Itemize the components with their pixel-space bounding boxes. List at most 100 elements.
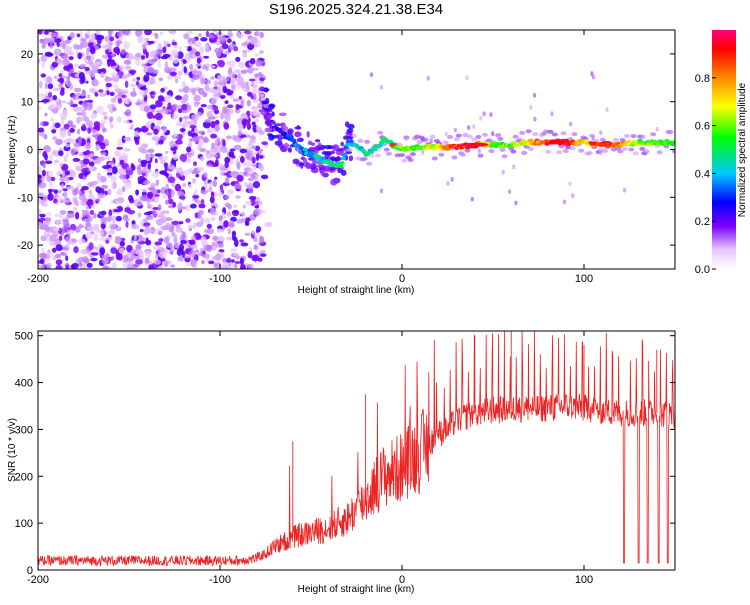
noise-blob bbox=[97, 134, 104, 143]
noise-blob bbox=[188, 142, 193, 148]
noise-blob bbox=[145, 250, 152, 258]
noise-blob bbox=[222, 106, 229, 115]
trace-halo-blob bbox=[346, 128, 354, 133]
noise-blob bbox=[41, 60, 46, 69]
noise-blob bbox=[196, 145, 202, 150]
noise-blob bbox=[83, 116, 90, 122]
noise-blob bbox=[253, 107, 258, 116]
noise-blob bbox=[138, 90, 145, 96]
noise-blob bbox=[202, 136, 209, 143]
noise-blob bbox=[116, 191, 122, 194]
noise-blob bbox=[237, 122, 244, 131]
noise-blob bbox=[182, 183, 187, 187]
noise-blob bbox=[80, 75, 86, 84]
noise-blob bbox=[120, 48, 126, 55]
noise-blob bbox=[134, 52, 143, 58]
noise-blob bbox=[73, 43, 79, 50]
noise-blob bbox=[124, 80, 129, 89]
noise-blob bbox=[130, 123, 134, 128]
trace-halo-blob bbox=[599, 150, 603, 155]
noise-blob bbox=[49, 43, 54, 49]
noise-blob bbox=[206, 223, 212, 229]
noise-blob bbox=[107, 30, 114, 35]
trace-halo-blob bbox=[562, 199, 567, 205]
trace-halo-blob bbox=[479, 115, 483, 121]
noise-blob bbox=[254, 118, 260, 122]
noise-blob bbox=[251, 163, 258, 167]
trace-halo-blob bbox=[655, 126, 659, 132]
noise-blob bbox=[107, 175, 113, 179]
noise-blob bbox=[166, 241, 173, 248]
trace-halo-blob bbox=[650, 132, 657, 137]
noise-blob bbox=[238, 61, 246, 69]
noise-blob bbox=[170, 264, 176, 268]
noise-blob bbox=[183, 66, 187, 74]
trace-halo-blob bbox=[497, 136, 504, 141]
noise-blob bbox=[224, 100, 229, 104]
spectrogram-signal-trace bbox=[258, 71, 675, 206]
noise-blob bbox=[145, 153, 151, 162]
colorbar-label: Normalized spectral amplitude bbox=[737, 82, 748, 217]
noise-blob bbox=[147, 161, 151, 170]
noise-blob bbox=[63, 139, 69, 144]
noise-blob bbox=[52, 256, 57, 261]
noise-blob bbox=[187, 130, 193, 137]
trace-halo-blob bbox=[464, 148, 471, 153]
noise-blob bbox=[195, 234, 202, 240]
noise-blob bbox=[88, 193, 94, 199]
noise-blob bbox=[55, 259, 63, 266]
noise-blob bbox=[148, 264, 154, 269]
trace-halo-blob bbox=[672, 149, 675, 154]
noise-blob bbox=[43, 230, 51, 238]
noise-blob bbox=[194, 51, 201, 57]
noise-blob bbox=[78, 262, 83, 267]
noise-blob bbox=[102, 127, 107, 133]
noise-blob bbox=[111, 255, 115, 261]
noise-blob bbox=[140, 194, 148, 202]
trace-halo-blob bbox=[495, 133, 502, 138]
trace-halo-blob bbox=[429, 138, 433, 144]
noise-blob bbox=[241, 81, 248, 89]
noise-blob bbox=[250, 95, 254, 99]
noise-blob bbox=[192, 195, 200, 199]
trace-halo-blob bbox=[624, 133, 630, 138]
y-tick-label: 200 bbox=[15, 471, 33, 483]
noise-blob bbox=[127, 266, 135, 269]
noise-blob bbox=[76, 117, 83, 121]
noise-blob bbox=[114, 150, 121, 157]
noise-blob bbox=[157, 204, 162, 211]
noise-blob bbox=[145, 237, 149, 245]
noise-blob bbox=[66, 185, 75, 190]
noise-blob bbox=[65, 152, 70, 158]
noise-blob bbox=[38, 93, 46, 98]
trace-halo-blob bbox=[394, 153, 401, 158]
noise-blob bbox=[39, 80, 43, 89]
noise-blob bbox=[204, 229, 210, 234]
noise-blob bbox=[76, 112, 83, 116]
noise-blob bbox=[58, 214, 64, 219]
noise-blob bbox=[186, 30, 194, 35]
noise-blob bbox=[108, 223, 116, 231]
trace-halo-blob bbox=[613, 138, 619, 142]
trace-halo-blob bbox=[446, 181, 450, 186]
noise-blob bbox=[68, 70, 72, 78]
noise-blob bbox=[86, 262, 93, 268]
noise-blob bbox=[191, 170, 197, 175]
noise-blob bbox=[161, 216, 167, 223]
noise-blob bbox=[233, 46, 239, 52]
noise-blob bbox=[94, 228, 101, 233]
noise-blob bbox=[203, 172, 208, 178]
noise-blob bbox=[129, 83, 137, 88]
noise-blob bbox=[109, 124, 115, 129]
noise-blob bbox=[82, 218, 89, 223]
x-tick-label: 100 bbox=[575, 574, 593, 586]
trace-core-segment bbox=[338, 164, 344, 168]
trace-halo-blob bbox=[525, 129, 532, 134]
noise-blob bbox=[217, 225, 223, 230]
trace-halo-blob bbox=[641, 134, 646, 140]
trace-halo-blob bbox=[562, 149, 569, 153]
noise-blob bbox=[62, 58, 70, 67]
snr-y-ticks: 0 100 200 300 400 500 bbox=[15, 331, 675, 577]
noise-blob bbox=[199, 46, 204, 54]
noise-blob bbox=[137, 234, 143, 238]
